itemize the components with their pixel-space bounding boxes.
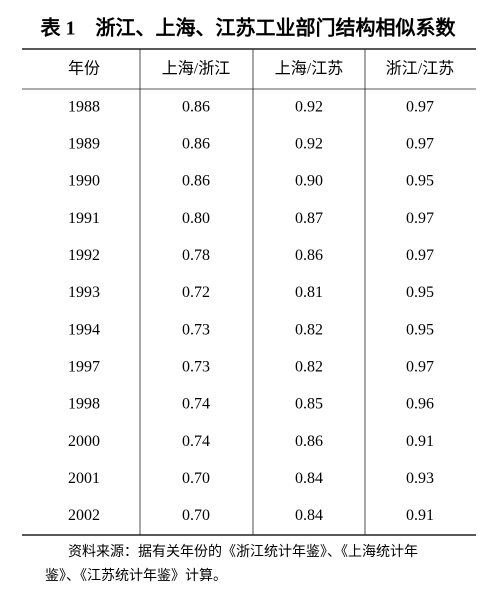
value-cell: 0.73 (182, 321, 210, 338)
value-cell: 0.78 (182, 247, 210, 264)
value-cell: 0.86 (295, 433, 323, 450)
value-cell: 0.90 (295, 173, 323, 190)
value-cell: 0.91 (406, 433, 434, 450)
year-cell: 2001 (68, 470, 100, 487)
value-cell: 0.93 (406, 470, 434, 487)
value-cell: 0.81 (295, 284, 323, 301)
value-cell: 0.70 (182, 507, 210, 524)
value-cell: 0.87 (295, 210, 323, 227)
value-cell: 0.86 (182, 135, 210, 152)
value-cell: 0.73 (182, 358, 210, 375)
value-cell: 0.97 (406, 210, 434, 227)
year-cell: 1998 (68, 396, 100, 413)
year-cell: 1989 (68, 135, 100, 152)
value-cell: 0.97 (406, 358, 434, 375)
value-cell: 0.82 (295, 358, 323, 375)
value-cell: 0.97 (406, 135, 434, 152)
value-cell: 0.95 (406, 173, 434, 190)
value-cell: 0.70 (182, 470, 210, 487)
value-cell: 0.95 (406, 321, 434, 338)
value-cell: 0.85 (295, 396, 323, 413)
source-note: 鉴》、《江苏统计年鉴》计算。 (45, 568, 227, 584)
header-cell: 上海/江苏 (275, 60, 343, 78)
value-cell: 0.82 (295, 321, 323, 338)
value-cell: 0.92 (295, 135, 323, 152)
value-cell: 0.86 (295, 247, 323, 264)
year-cell: 1988 (68, 98, 100, 115)
year-cell: 1994 (68, 321, 100, 338)
value-cell: 0.74 (182, 396, 210, 413)
year-cell: 1991 (68, 210, 100, 227)
header-cell: 上海/浙江 (162, 60, 230, 78)
value-cell: 0.80 (182, 210, 210, 227)
year-cell: 1997 (68, 358, 100, 375)
year-cell: 1990 (68, 173, 100, 190)
header-cell: 浙江/江苏 (386, 60, 454, 78)
value-cell: 0.91 (406, 507, 434, 524)
value-cell: 0.95 (406, 284, 434, 301)
value-cell: 0.97 (406, 98, 434, 115)
value-cell: 0.72 (182, 284, 210, 301)
value-cell: 0.97 (406, 247, 434, 264)
value-cell: 0.74 (182, 433, 210, 450)
value-cell: 0.84 (295, 470, 323, 487)
header-cell: 年份 (68, 60, 100, 78)
year-cell: 2002 (68, 507, 100, 524)
year-cell: 2000 (68, 433, 100, 450)
value-cell: 0.84 (295, 507, 323, 524)
table-title: 表 1 浙江、上海、江苏工业部门结构相似系数 (41, 16, 457, 40)
value-cell: 0.86 (182, 98, 210, 115)
value-cell: 0.96 (406, 396, 434, 413)
year-cell: 1992 (68, 247, 100, 264)
value-cell: 0.92 (295, 98, 323, 115)
source-note: 资料来源：据有关年份的《浙江统计年鉴》、《上海统计年 (68, 544, 418, 560)
year-cell: 1993 (68, 284, 100, 301)
value-cell: 0.86 (182, 173, 210, 190)
